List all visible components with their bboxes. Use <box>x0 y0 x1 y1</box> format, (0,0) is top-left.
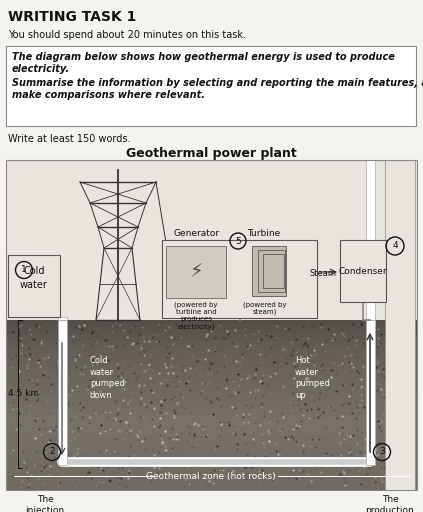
Text: WRITING TASK 1: WRITING TASK 1 <box>8 10 136 24</box>
Bar <box>6 464 417 470</box>
Bar <box>6 342 417 346</box>
Bar <box>6 333 417 337</box>
Bar <box>263 254 284 288</box>
Bar <box>6 443 417 448</box>
Bar <box>366 160 375 320</box>
Text: make comparisons where relevant.: make comparisons where relevant. <box>12 90 205 100</box>
Text: Summarise the information by selecting and reporting the main features, and: Summarise the information by selecting a… <box>12 78 423 88</box>
Text: Generator: Generator <box>174 229 220 238</box>
Text: electricity.: electricity. <box>12 64 70 74</box>
Bar <box>6 392 417 397</box>
Text: Turbine: Turbine <box>247 229 280 238</box>
Bar <box>6 422 417 426</box>
Bar <box>6 324 417 329</box>
Bar <box>6 358 417 363</box>
Bar <box>366 320 375 465</box>
Bar <box>6 456 417 461</box>
Text: 2: 2 <box>49 447 55 457</box>
Bar <box>385 160 415 490</box>
Bar <box>6 473 417 478</box>
Bar <box>6 346 417 350</box>
Bar <box>166 246 226 298</box>
Text: Cold
water: Cold water <box>20 266 48 290</box>
Bar <box>6 426 417 431</box>
Text: The
production
well: The production well <box>365 495 415 512</box>
Text: Geothermal power plant: Geothermal power plant <box>126 147 297 160</box>
Bar <box>6 435 417 439</box>
Bar <box>6 367 417 372</box>
Bar <box>6 481 417 486</box>
Text: 4.5 km: 4.5 km <box>8 390 39 398</box>
Bar <box>6 460 417 465</box>
Bar <box>6 379 417 384</box>
Bar <box>6 362 417 367</box>
Text: Geothermal zone (hot rocks): Geothermal zone (hot rocks) <box>146 472 276 480</box>
Bar <box>6 354 417 359</box>
Bar <box>6 160 417 490</box>
Bar <box>58 317 67 320</box>
Bar <box>252 246 286 296</box>
Bar <box>6 409 417 414</box>
Bar <box>6 418 417 422</box>
Bar <box>6 337 417 342</box>
Text: 5: 5 <box>235 237 241 245</box>
Bar <box>6 439 417 444</box>
Text: Condenser: Condenser <box>339 267 387 275</box>
Text: ⚡: ⚡ <box>189 263 203 282</box>
Text: 3: 3 <box>379 447 385 457</box>
Bar <box>6 452 417 457</box>
Text: The
injection
well: The injection well <box>25 495 65 512</box>
Bar <box>6 477 417 482</box>
Bar <box>6 329 417 333</box>
Bar <box>6 371 417 376</box>
Bar <box>6 469 417 474</box>
Bar <box>366 320 375 465</box>
Text: Steam: Steam <box>309 269 336 278</box>
Bar <box>6 431 417 435</box>
Bar <box>6 447 417 452</box>
Text: (powered by
steam): (powered by steam) <box>243 301 287 315</box>
Text: Cold
water
pumped
down: Cold water pumped down <box>90 356 125 400</box>
Bar <box>6 401 417 406</box>
Bar <box>6 375 417 380</box>
Bar <box>162 240 317 318</box>
Bar <box>6 388 417 393</box>
Bar <box>6 160 417 320</box>
Bar <box>8 255 60 317</box>
Text: The diagram below shows how geothermal energy is used to produce: The diagram below shows how geothermal e… <box>12 52 395 62</box>
Text: 4: 4 <box>392 242 398 250</box>
Bar <box>6 396 417 401</box>
Text: Hot
water
pumped
up: Hot water pumped up <box>295 356 330 400</box>
Text: (powered by
turbine and
produces
electricity): (powered by turbine and produces electri… <box>174 301 218 330</box>
Bar <box>6 350 417 354</box>
Bar <box>6 320 417 325</box>
Text: Write at least 150 words.: Write at least 150 words. <box>8 134 131 144</box>
Bar <box>6 46 416 126</box>
Bar <box>58 320 67 465</box>
Bar <box>6 405 417 410</box>
Bar <box>6 486 417 490</box>
Bar <box>6 414 417 418</box>
Text: You should spend about 20 minutes on this task.: You should spend about 20 minutes on thi… <box>8 30 246 40</box>
Text: 1: 1 <box>21 266 27 274</box>
Bar <box>258 250 285 292</box>
Bar <box>6 384 417 389</box>
Bar <box>340 240 386 302</box>
